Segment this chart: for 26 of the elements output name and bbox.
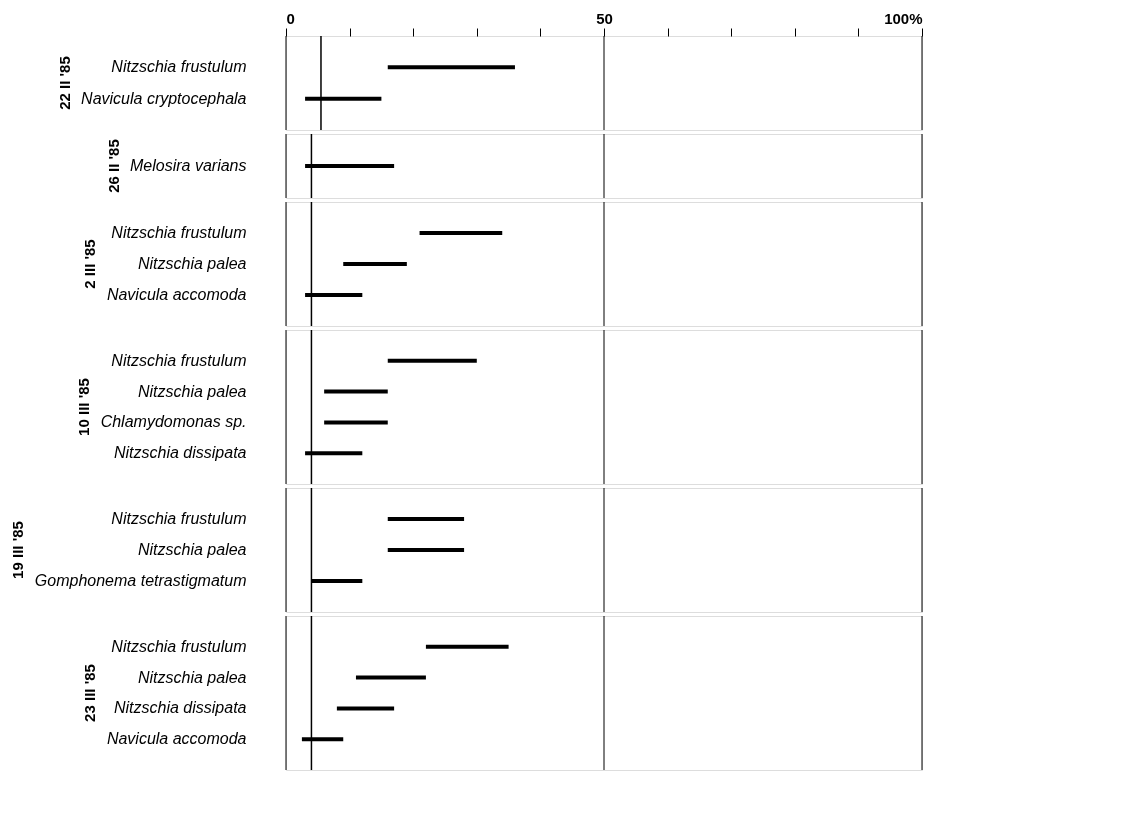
y-tick-label: Nitzschia dissipata [114, 699, 247, 717]
x-tick-label: 100% [884, 9, 923, 27]
y-tick-label: Nitzschia dissipata [114, 444, 247, 462]
text: 23 III '85 [81, 664, 99, 722]
y-tick-label: Nitzschia frustulum [111, 58, 247, 76]
y-tick-label: Nitzschia frustulum [111, 510, 247, 527]
y-tick-label: Nitzschia palea [138, 668, 247, 686]
y-tick-label: Nitzschia palea [138, 541, 247, 558]
text: 26 II '85 [104, 139, 122, 193]
y-tick-label: Gomphonema tetrastigmatum [34, 572, 247, 589]
text: 19 III '85 [9, 521, 27, 579]
y-tick-label: Nitzschia frustulum [111, 351, 247, 369]
text: 22 II '85 [55, 56, 73, 110]
y-tick-label: Navicula accomoda [106, 730, 247, 748]
y-tick-label: Nitzschia frustulum [111, 637, 247, 655]
text: 2 III '85 [81, 239, 99, 289]
y-tick-label: Nitzschia frustulum [111, 224, 247, 241]
y-tick-label: Navicula cryptocephala [81, 89, 247, 107]
y-tick-label: Melosira varians [130, 157, 247, 174]
y-tick-label: Nitzschia palea [138, 255, 247, 272]
text: 10 III '85 [75, 378, 93, 436]
x-tick-label: 0 [286, 9, 295, 27]
x-tick-label: 50 [596, 9, 613, 27]
y-tick-label: Nitzschia palea [138, 382, 247, 400]
y-tick-label: Chlamydomonas sp. [100, 413, 247, 431]
y-tick-label: Navicula accomoda [106, 286, 247, 303]
